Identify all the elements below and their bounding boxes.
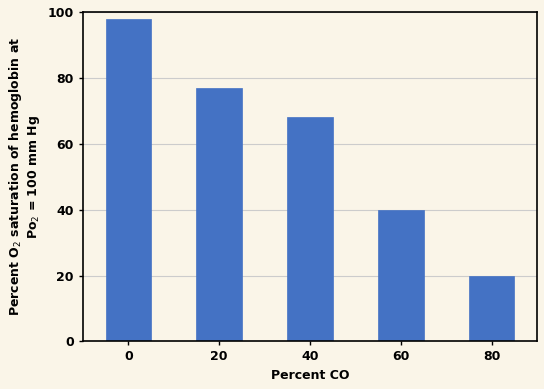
Bar xyxy=(106,19,151,342)
X-axis label: Percent CO: Percent CO xyxy=(271,369,349,382)
Bar xyxy=(196,88,242,342)
Bar xyxy=(378,210,424,342)
Y-axis label: Percent O$_2$ saturation of hemoglobin at
Po$_2$ = 100 mm Hg: Percent O$_2$ saturation of hemoglobin a… xyxy=(7,37,42,316)
Bar xyxy=(469,275,514,342)
Bar xyxy=(287,117,333,342)
